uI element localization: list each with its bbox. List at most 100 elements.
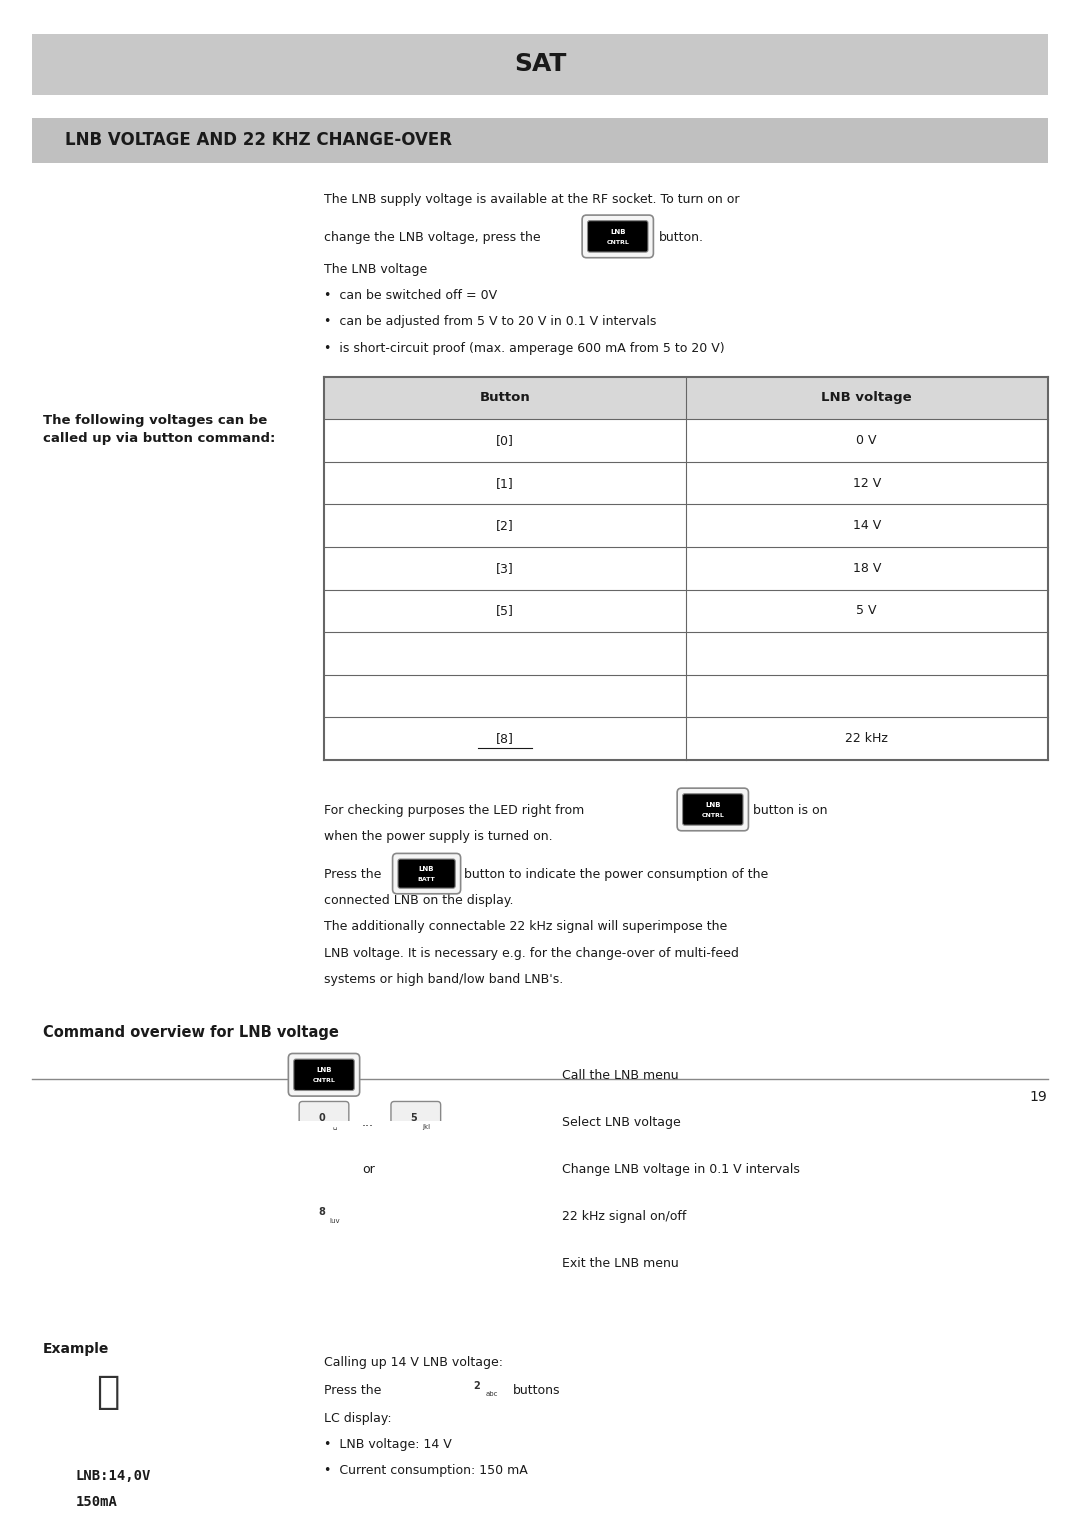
Text: Call the LNB menu: Call the LNB menu (562, 1070, 678, 1082)
Text: [0]: [0] (496, 434, 514, 448)
Bar (324, 376, 1048, 419)
Text: 0: 0 (319, 1114, 325, 1123)
Text: luv: luv (329, 1218, 340, 1224)
FancyBboxPatch shape (399, 859, 456, 888)
FancyBboxPatch shape (450, 1371, 511, 1409)
Text: button to indicate the power consumption of the: button to indicate the power consumption… (464, 868, 769, 882)
Bar (324, 718, 1048, 759)
Text: [1]: [1] (496, 477, 514, 489)
Text: ␣: ␣ (333, 1125, 337, 1131)
Bar (324, 675, 1048, 718)
Text: LNB: LNB (419, 866, 434, 872)
Text: CNTRL: CNTRL (411, 1394, 435, 1398)
Bar (324, 633, 1048, 675)
FancyBboxPatch shape (391, 1102, 441, 1141)
Text: •  can be switched off = 0V: • can be switched off = 0V (324, 289, 497, 303)
Text: 5: 5 (410, 1114, 417, 1123)
FancyBboxPatch shape (393, 854, 461, 894)
Text: ...: ... (362, 1115, 374, 1129)
Bar (32, 118, 1048, 162)
Text: 8: 8 (319, 1207, 325, 1218)
Text: LNB voltage: LNB voltage (822, 391, 912, 405)
FancyBboxPatch shape (392, 1149, 440, 1189)
FancyBboxPatch shape (299, 1195, 349, 1236)
Text: LNB:14,0V: LNB:14,0V (76, 1470, 151, 1484)
Text: buttons: buttons (513, 1384, 561, 1397)
Text: •  Current consumption: 150 mA: • Current consumption: 150 mA (324, 1464, 528, 1478)
Bar (32, 34, 1048, 95)
FancyBboxPatch shape (388, 1369, 459, 1412)
Text: [5]: [5] (496, 605, 514, 617)
Text: LNB: LNB (610, 229, 625, 235)
Text: LNB: LNB (705, 802, 720, 808)
Bar (324, 547, 1048, 590)
Text: SAT: SAT (514, 52, 566, 76)
FancyBboxPatch shape (299, 1102, 349, 1141)
FancyBboxPatch shape (588, 220, 648, 252)
Bar (32, 1459, 270, 1516)
Text: 22 kHz: 22 kHz (846, 732, 888, 746)
FancyBboxPatch shape (288, 1241, 360, 1284)
FancyBboxPatch shape (288, 1053, 360, 1096)
Bar (324, 461, 1048, 504)
Bar (324, 504, 1048, 547)
Bar (324, 419, 1048, 461)
Text: 2: 2 (473, 1381, 480, 1392)
Text: BATT: BATT (418, 877, 435, 882)
Text: Press the: Press the (324, 868, 381, 882)
Text: CNTRL: CNTRL (312, 1265, 336, 1270)
Text: LNB: LNB (316, 1254, 332, 1261)
Text: •  can be adjusted from 5 V to 20 V in 0.1 V intervals: • can be adjusted from 5 V to 20 V in 0.… (324, 315, 657, 329)
FancyBboxPatch shape (294, 1247, 354, 1277)
Text: or: or (362, 1163, 375, 1177)
Text: Press the: Press the (324, 1384, 381, 1397)
Text: Change LNB voltage in 0.1 V intervals: Change LNB voltage in 0.1 V intervals (562, 1163, 799, 1177)
Text: CNTRL: CNTRL (606, 240, 630, 244)
Text: 19: 19 (1030, 1089, 1048, 1103)
Text: The LNB supply voltage is available at the RF socket. To turn on or: The LNB supply voltage is available at t… (324, 193, 740, 206)
Text: 0 V: 0 V (856, 434, 877, 448)
Text: systems or high band/low band LNB's.: systems or high band/low band LNB's. (324, 973, 564, 986)
Text: Calling up 14 V LNB voltage:: Calling up 14 V LNB voltage: (324, 1357, 503, 1369)
Text: 150mA: 150mA (76, 1496, 118, 1510)
FancyBboxPatch shape (683, 793, 743, 825)
Text: LNB: LNB (416, 1383, 431, 1389)
Text: LNB VOLTAGE AND 22 KHZ CHANGE-OVER: LNB VOLTAGE AND 22 KHZ CHANGE-OVER (65, 131, 451, 150)
Text: CNTRL: CNTRL (312, 1077, 336, 1083)
Text: 22 kHz signal on/off: 22 kHz signal on/off (562, 1210, 686, 1222)
FancyBboxPatch shape (677, 788, 748, 831)
FancyBboxPatch shape (582, 215, 653, 258)
Text: button.: button. (659, 231, 704, 244)
Text: 5 V: 5 V (856, 605, 877, 617)
Text: The additionally connectable 22 kHz signal will superimpose the: The additionally connectable 22 kHz sign… (324, 920, 727, 934)
Text: •  is short-circuit proof (max. amperage 600 mA from 5 to 20 V): • is short-circuit proof (max. amperage … (324, 342, 725, 354)
Text: 👉: 👉 (96, 1374, 120, 1412)
Text: ►: ► (411, 1163, 420, 1174)
Text: 12 V: 12 V (852, 477, 881, 489)
Text: Button: Button (480, 391, 530, 405)
Text: jkl: jkl (422, 1125, 431, 1131)
Text: LC display:: LC display: (324, 1412, 392, 1426)
Text: The LNB voltage: The LNB voltage (324, 263, 428, 277)
Text: abc: abc (485, 1392, 498, 1397)
Text: LNB: LNB (316, 1067, 332, 1073)
FancyBboxPatch shape (294, 1059, 354, 1091)
Text: The following voltages can be
called up via button command:: The following voltages can be called up … (43, 414, 275, 445)
Text: Example: Example (43, 1342, 109, 1355)
Text: connected LNB on the display.: connected LNB on the display. (324, 894, 513, 908)
Text: change the LNB voltage, press the: change the LNB voltage, press the (324, 231, 541, 244)
Text: [3]: [3] (496, 562, 514, 575)
Text: when the power supply is turned on.: when the power supply is turned on. (324, 830, 553, 843)
Text: •  LNB voltage: 14 V: • LNB voltage: 14 V (324, 1438, 451, 1452)
FancyBboxPatch shape (393, 1374, 454, 1406)
FancyBboxPatch shape (300, 1149, 348, 1189)
Text: LNB voltage. It is necessary e.g. for the change-over of multi-feed: LNB voltage. It is necessary e.g. for th… (324, 947, 739, 960)
Text: button is on: button is on (753, 804, 827, 817)
Text: 18 V: 18 V (852, 562, 881, 575)
Bar (324, 590, 1048, 633)
Text: ◄: ◄ (320, 1163, 328, 1174)
Text: 14 V: 14 V (852, 520, 881, 532)
Text: For checking purposes the LED right from: For checking purposes the LED right from (324, 804, 584, 817)
Text: CNTRL: CNTRL (701, 813, 725, 817)
Text: [2]: [2] (496, 520, 514, 532)
